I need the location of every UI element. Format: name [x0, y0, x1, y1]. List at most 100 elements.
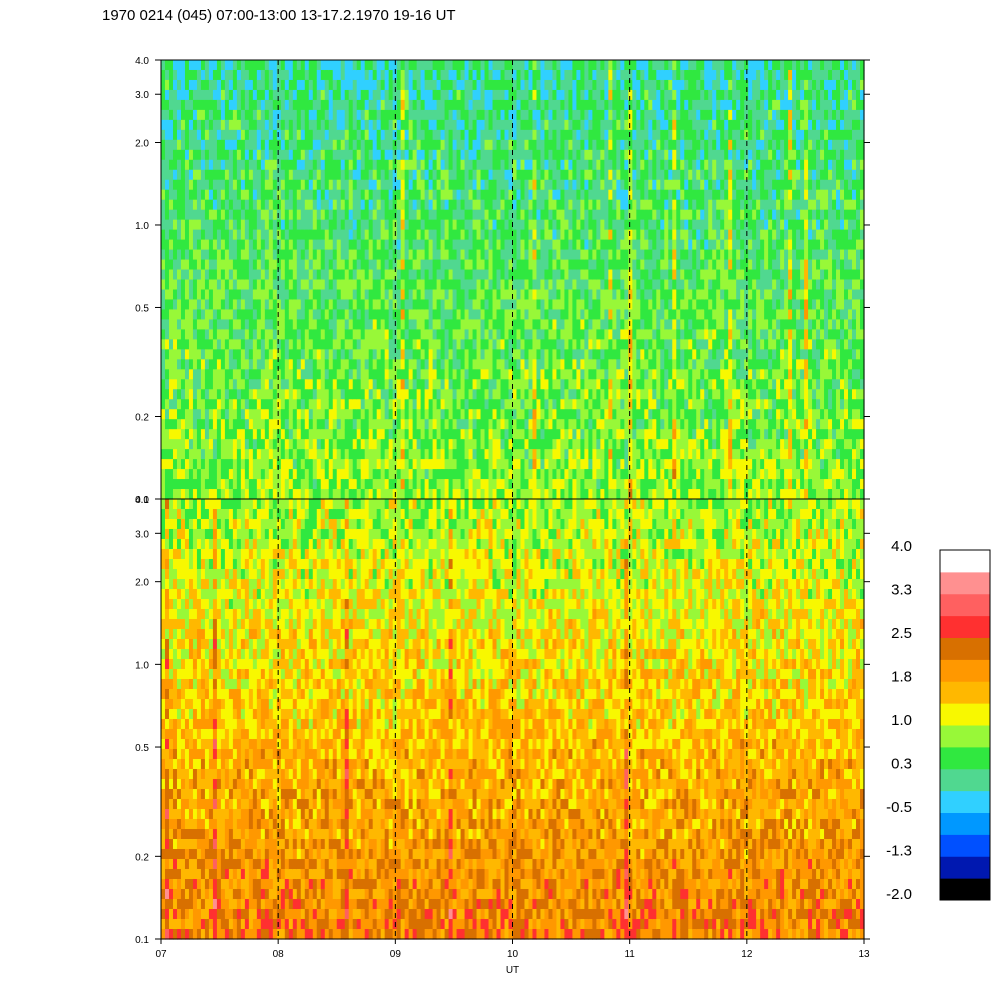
heat-cell — [488, 89, 494, 101]
heat-cell — [420, 469, 426, 480]
heat-cell — [404, 60, 410, 71]
heat-cell — [428, 349, 434, 360]
heat-cell — [292, 429, 298, 440]
heat-cell — [248, 429, 254, 440]
heat-cell — [496, 469, 502, 480]
heat-cell — [400, 309, 406, 321]
heat-cell — [332, 459, 338, 470]
heat-cell — [276, 79, 282, 91]
heat-cell — [600, 399, 605, 410]
heat-cell — [380, 289, 386, 301]
heat-cell — [576, 79, 581, 91]
heat-cell — [444, 489, 450, 500]
heat-cell — [220, 229, 226, 241]
heat-cell — [464, 489, 470, 500]
heat-cell — [560, 69, 566, 81]
heat-cell — [176, 159, 182, 171]
heat-cell — [508, 249, 514, 261]
heat-cell — [372, 489, 378, 500]
heat-cell — [400, 259, 406, 271]
heat-cell — [380, 309, 386, 321]
heat-cell — [364, 359, 370, 370]
heat-cell — [316, 329, 322, 340]
heat-cell — [212, 319, 218, 330]
heat-cell — [500, 489, 506, 500]
heat-cell — [448, 489, 454, 500]
heat-cell — [532, 219, 538, 231]
heat-cell — [188, 79, 194, 91]
heat-cell — [516, 159, 522, 171]
heat-cell — [540, 229, 546, 241]
heat-cell — [412, 469, 418, 480]
heat-cell — [252, 289, 258, 301]
heat-cell — [161, 179, 166, 191]
heat-cell — [428, 329, 434, 340]
heat-cell — [192, 369, 198, 380]
heat-cell — [396, 139, 402, 151]
heat-cell — [416, 249, 422, 261]
heat-cell — [220, 259, 226, 271]
heat-cell — [520, 209, 526, 221]
heat-cell — [364, 439, 370, 450]
heat-cell — [188, 279, 194, 291]
heat-cell — [200, 389, 206, 400]
heat-cell — [316, 319, 322, 330]
heat-cell — [376, 289, 382, 301]
heat-cell — [516, 229, 522, 241]
heat-cell — [596, 189, 601, 201]
heat-cell — [224, 459, 230, 470]
heat-cell — [268, 60, 274, 71]
heat-cell — [572, 129, 577, 141]
heat-cell — [528, 239, 534, 251]
heat-cell — [412, 289, 418, 301]
heat-cell — [488, 139, 494, 151]
heat-cell — [396, 439, 402, 450]
heat-cell — [552, 89, 558, 101]
heat-cell — [296, 459, 302, 470]
heat-cell — [584, 269, 589, 281]
heat-cell — [480, 379, 486, 390]
heat-cell — [312, 469, 318, 480]
heat-cell — [180, 479, 186, 490]
heat-cell — [356, 479, 362, 490]
heat-cell — [608, 69, 613, 81]
heat-cell — [164, 469, 170, 480]
heat-cell — [468, 259, 474, 271]
heat-cell — [412, 179, 418, 191]
heat-cell — [264, 79, 270, 91]
heat-cell — [296, 109, 302, 121]
heat-cell — [220, 429, 226, 440]
heat-cell — [240, 429, 246, 440]
heat-cell — [552, 229, 558, 241]
heat-cell — [552, 60, 558, 71]
heat-cell — [588, 109, 593, 121]
heat-cell — [352, 249, 358, 261]
heat-cell — [284, 239, 290, 251]
heat-cell — [176, 89, 182, 101]
heat-cell — [244, 449, 250, 460]
heat-cell — [192, 129, 198, 141]
heat-cell — [444, 199, 450, 211]
heat-cell — [416, 79, 422, 91]
heat-cell — [304, 259, 310, 271]
heat-cell — [180, 339, 186, 350]
heat-cell — [316, 379, 322, 390]
heat-cell — [356, 409, 362, 420]
heat-cell — [276, 299, 282, 311]
heat-cell — [368, 209, 374, 221]
heat-cell — [428, 429, 434, 440]
heat-cell — [300, 409, 306, 420]
heat-cell — [456, 159, 462, 171]
heat-cell — [308, 99, 314, 111]
heat-cell — [488, 179, 494, 191]
heat-cell — [320, 419, 326, 430]
heat-cell — [172, 319, 178, 330]
heat-cell — [408, 349, 414, 360]
heat-cell — [408, 329, 414, 340]
heat-cell — [560, 269, 566, 281]
heat-cell — [232, 219, 238, 231]
heat-cell — [368, 119, 374, 131]
heat-cell — [404, 249, 410, 261]
heat-cell — [508, 339, 514, 350]
heat-cell — [568, 259, 574, 271]
